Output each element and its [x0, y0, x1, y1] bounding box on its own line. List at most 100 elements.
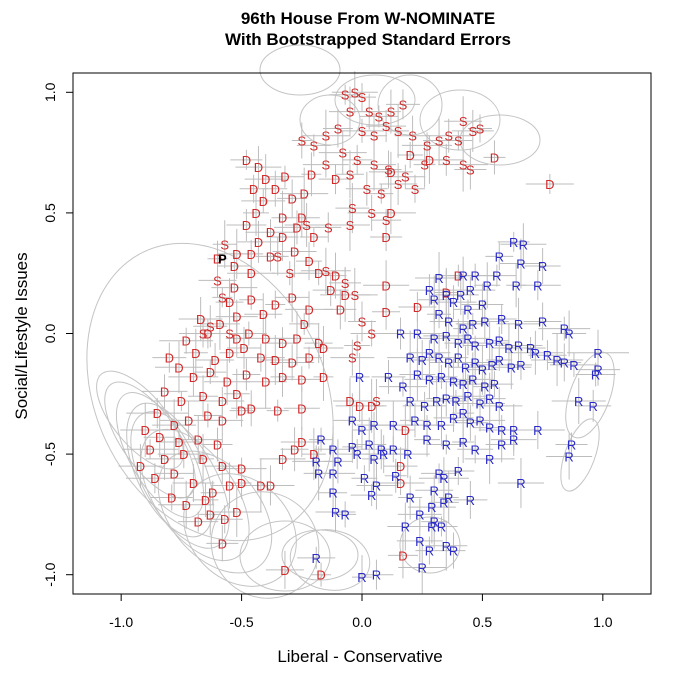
point-s: S: [353, 339, 362, 354]
point-d: D: [381, 305, 390, 320]
point-r: R: [449, 544, 458, 559]
point-d: D: [225, 346, 234, 361]
confidence-ellipse: [183, 473, 297, 587]
point-r: R: [470, 339, 479, 354]
point-r: R: [442, 437, 451, 452]
point-s: S: [382, 119, 391, 134]
point-d: D: [201, 493, 210, 508]
point-d: D: [331, 269, 340, 284]
point-r: R: [480, 314, 489, 329]
point-r: R: [516, 257, 525, 272]
point-r: R: [369, 418, 378, 433]
point-s: S: [370, 129, 379, 144]
point-r: R: [365, 437, 374, 452]
point-r: R: [348, 413, 357, 428]
point-r: R: [507, 360, 516, 375]
point-r: R: [470, 355, 479, 370]
point-d: D: [304, 254, 313, 269]
point-s: S: [375, 109, 384, 124]
point-r: R: [367, 488, 376, 503]
point-r: R: [442, 288, 451, 303]
point-r: R: [463, 331, 472, 346]
point-r: R: [458, 269, 467, 284]
point-r: R: [497, 423, 506, 438]
point-r: R: [458, 377, 467, 392]
point-d: D: [307, 167, 316, 182]
error-bars: [118, 71, 630, 600]
point-r: R: [497, 437, 506, 452]
point-r: R: [468, 372, 477, 387]
point-r: R: [487, 358, 496, 373]
point-r: R: [475, 396, 484, 411]
point-d: D: [290, 442, 299, 457]
point-s: S: [322, 158, 331, 173]
point-d: D: [254, 235, 263, 250]
point-d: D: [314, 266, 323, 281]
point-r: R: [449, 411, 458, 426]
point-d: D: [259, 307, 268, 322]
point-s: S: [322, 264, 331, 279]
point-d: D: [278, 336, 287, 351]
point-s: S: [353, 153, 362, 168]
point-d: D: [239, 341, 248, 356]
point-d: D: [210, 353, 219, 368]
point-r: R: [442, 539, 451, 554]
point-r: R: [560, 322, 569, 337]
point-r: R: [372, 478, 381, 493]
point-d: D: [287, 191, 296, 206]
point-d: D: [292, 331, 301, 346]
point-s: S: [377, 187, 386, 202]
confidence-ellipse: [419, 89, 501, 151]
point-d: D: [271, 298, 280, 313]
point-r: R: [405, 491, 414, 506]
x-tick-label: 1.0: [593, 614, 613, 630]
point-r: R: [312, 551, 321, 566]
point-r: R: [391, 469, 400, 484]
point-d: D: [261, 331, 270, 346]
point-r: R: [372, 568, 381, 583]
point-r: R: [420, 399, 429, 414]
point-d: D: [244, 327, 253, 342]
point-d: D: [242, 368, 251, 383]
point-r: R: [463, 302, 472, 317]
point-s: S: [324, 220, 333, 235]
point-d: D: [232, 387, 241, 402]
point-d: D: [203, 409, 212, 424]
point-d: D: [386, 165, 395, 180]
point-r: R: [422, 433, 431, 448]
point-r: R: [430, 483, 439, 498]
point-r: R: [432, 394, 441, 409]
point-r: R: [439, 495, 448, 510]
point-r: R: [413, 327, 422, 342]
point-s: S: [372, 394, 381, 409]
point-d: D: [319, 341, 328, 356]
point-d: D: [222, 375, 231, 390]
point-d: D: [153, 406, 162, 421]
point-d: D: [340, 288, 349, 303]
point-r: R: [470, 269, 479, 284]
point-s: S: [358, 314, 367, 329]
point-s: S: [346, 105, 355, 120]
point-d: D: [194, 515, 203, 530]
point-d: D: [297, 211, 306, 226]
point-r: R: [333, 454, 342, 469]
point-r: R: [425, 544, 434, 559]
point-d: D: [442, 285, 451, 300]
point-r: R: [461, 360, 470, 375]
point-d: D: [194, 433, 203, 448]
point-r: R: [591, 368, 600, 383]
point-d: D: [174, 435, 183, 450]
point-d: D: [266, 478, 275, 493]
point-r: R: [533, 278, 542, 293]
point-d: D: [213, 252, 222, 267]
confidence-ellipse: [334, 74, 416, 126]
point-d: D: [545, 177, 554, 192]
point-s: S: [444, 129, 453, 144]
point-d: D: [247, 247, 256, 262]
point-d: D: [454, 269, 463, 284]
point-r: R: [427, 519, 436, 534]
point-r: R: [495, 334, 504, 349]
point-d: D: [155, 430, 164, 445]
point-d: D: [280, 563, 289, 578]
point-d: D: [208, 486, 217, 501]
